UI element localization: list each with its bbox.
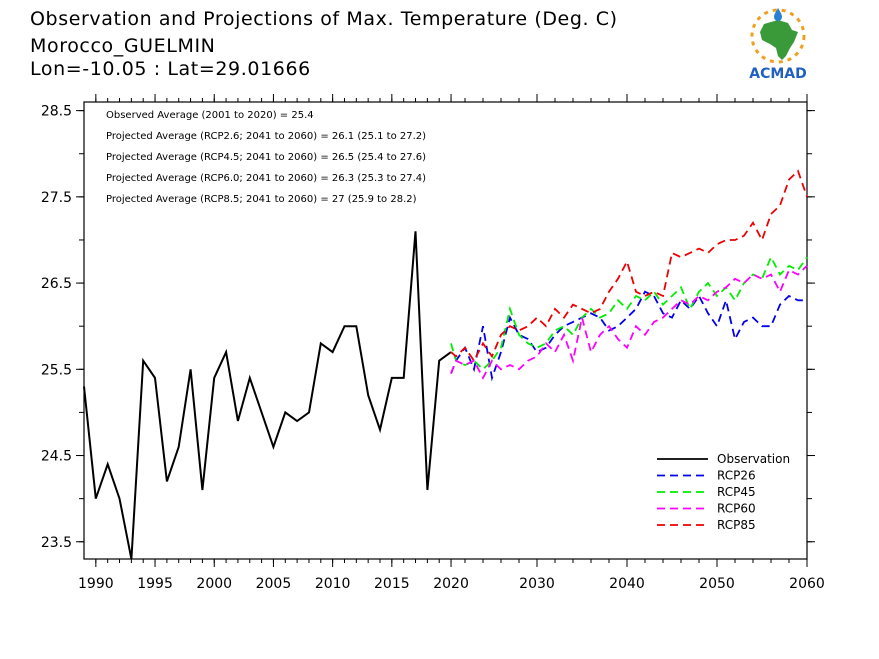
legend-label: RCP45 (717, 485, 756, 499)
y-tick-label: 27.5 (41, 190, 72, 206)
y-tick-label: 26.5 (41, 276, 72, 292)
y-tick-label: 23.5 (41, 535, 72, 551)
legend-label: RCP85 (717, 518, 756, 532)
x-tick-label: 1990 (78, 576, 114, 592)
acmad-logo: ACMAD (738, 6, 818, 82)
legend-label: Observation (717, 452, 790, 466)
x-tick-label: 1995 (137, 576, 173, 592)
annotation-line: Observed Average (2001 to 2020) = 25.4 (106, 110, 314, 121)
annotation-line: Projected Average (RCP4.5; 2041 to 2060)… (106, 152, 426, 163)
x-tick-label: 2020 (433, 576, 469, 592)
series-line-rcp60 (450, 265, 808, 380)
x-tick-label: 2000 (196, 576, 232, 592)
x-tick-label: 2015 (374, 576, 410, 592)
y-tick-label: 28.5 (41, 104, 72, 120)
series-line-observation (83, 231, 452, 560)
x-tick-label: 2060 (789, 576, 825, 592)
x-tick-label: 2010 (315, 576, 351, 592)
annotation-line: Projected Average (RCP2.6; 2041 to 2060)… (106, 131, 426, 142)
annotation-line: Projected Average (RCP6.0; 2041 to 2060)… (106, 173, 426, 184)
chart-title: Observation and Projections of Max. Temp… (30, 8, 618, 30)
x-tick-label: 2030 (519, 576, 555, 592)
series-line-rcp26 (450, 290, 807, 382)
x-tick-label: 2005 (256, 576, 292, 592)
x-tick-label: 2040 (609, 576, 645, 592)
water-drop-icon (774, 8, 782, 21)
x-tick-label: 2050 (699, 576, 735, 592)
location-name: Morocco_GUELMIN (30, 35, 216, 57)
logo-text: ACMAD (749, 66, 807, 82)
y-tick-label: 25.5 (41, 362, 72, 378)
africa-map-icon (760, 20, 798, 60)
y-tick-label: 24.5 (41, 449, 72, 465)
legend-label: RCP60 (717, 502, 756, 516)
annotation-line: Projected Average (RCP8.5; 2041 to 2060)… (106, 194, 417, 205)
sun-rays-icon (750, 8, 806, 64)
series-line-rcp85 (450, 169, 808, 363)
coordinates: Lon=-10.05 : Lat=29.01666 (30, 58, 311, 80)
legend-label: RCP26 (717, 469, 756, 483)
series-line-rcp45 (450, 255, 808, 371)
plot-frame (83, 101, 808, 560)
